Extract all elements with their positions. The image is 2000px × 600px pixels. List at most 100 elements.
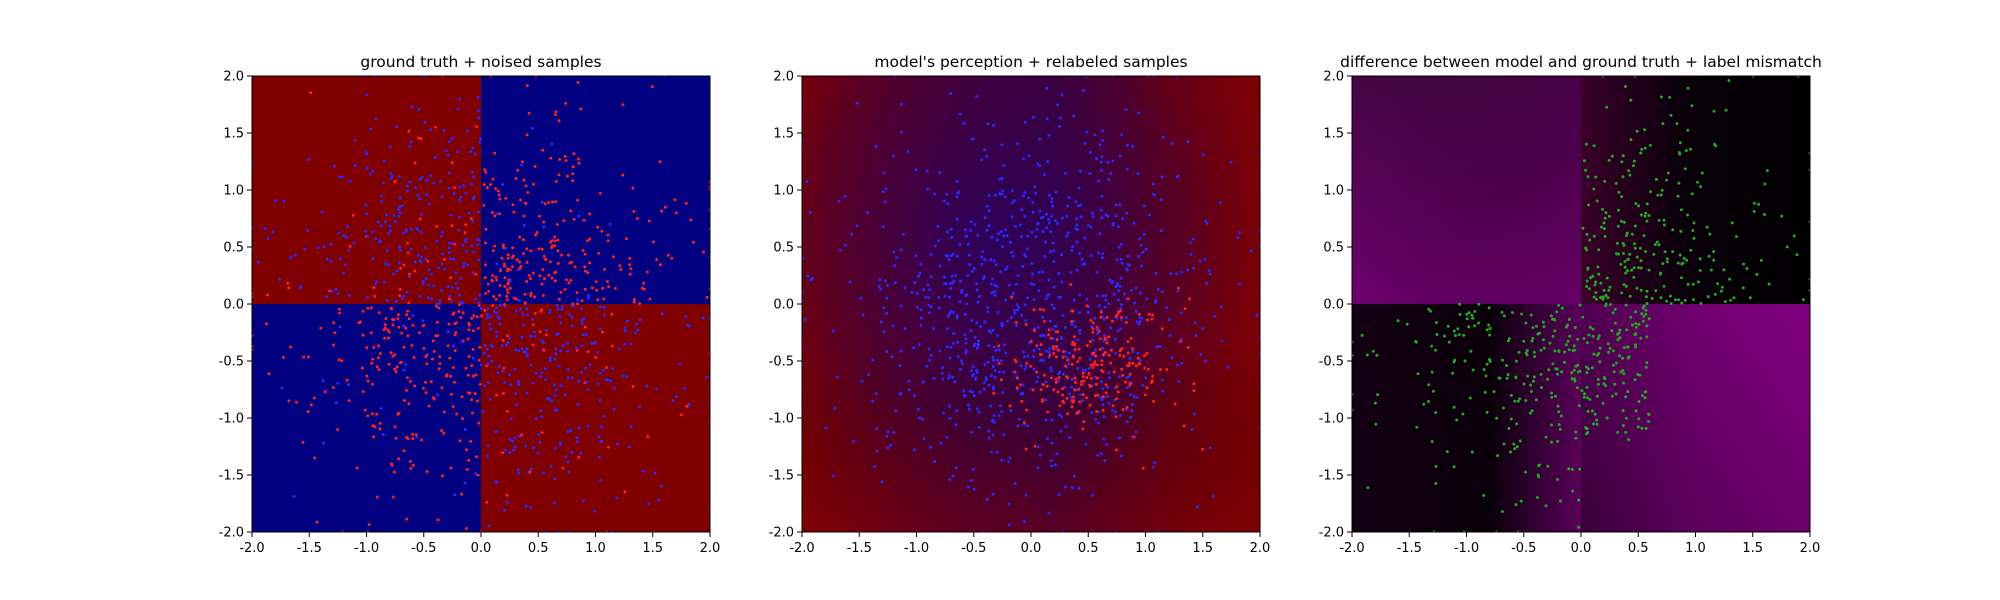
scatter-point <box>477 238 481 242</box>
scatter-point <box>1780 214 1784 218</box>
y-tick-label: 1.0 <box>1323 184 1344 199</box>
scatter-point <box>405 290 409 294</box>
scatter-point <box>1037 289 1041 293</box>
scatter-point <box>1170 142 1174 146</box>
scatter-point <box>939 441 943 445</box>
scatter-point <box>1093 316 1097 320</box>
scatter-point <box>1727 79 1731 82</box>
scatter-point <box>1070 377 1074 381</box>
scatter-point <box>1577 404 1581 408</box>
scatter-point <box>440 234 443 238</box>
scatter-point <box>1205 281 1208 285</box>
scatter-point <box>1616 338 1620 342</box>
scatter-point <box>1576 337 1580 341</box>
scatter-point <box>1040 270 1044 274</box>
scatter-point <box>583 287 587 291</box>
scatter-point <box>1708 232 1712 236</box>
scatter-point <box>583 252 587 256</box>
scatter-point <box>1585 279 1589 283</box>
scatter-point <box>531 271 535 275</box>
scatter-point <box>913 448 917 452</box>
scatter-point <box>889 443 893 447</box>
scatter-point <box>1105 395 1109 399</box>
scatter-point <box>1098 347 1102 351</box>
scatter-point <box>1119 257 1123 261</box>
scatter-point <box>566 430 570 434</box>
y-tick-label: 0.5 <box>1323 241 1344 256</box>
scatter-point <box>419 230 423 234</box>
scatter-point <box>613 386 616 390</box>
scatter-point <box>447 246 451 250</box>
scatter-point <box>1044 418 1048 422</box>
scatter-point <box>628 256 632 260</box>
scatter-point <box>1564 343 1568 347</box>
scatter-point <box>411 463 415 467</box>
scatter-point <box>1099 208 1103 212</box>
scatter-point <box>948 374 951 378</box>
scatter-point <box>503 508 507 512</box>
scatter-point <box>1583 392 1586 396</box>
scatter-point <box>1036 162 1040 166</box>
scatter-point <box>964 234 968 238</box>
scatter-point <box>1151 313 1155 317</box>
scatter-point <box>1145 351 1149 355</box>
scatter-point <box>1509 450 1513 454</box>
scatter-point <box>996 310 1000 314</box>
scatter-point <box>502 391 505 395</box>
scatter-point <box>945 192 949 196</box>
scatter-point <box>402 294 406 298</box>
scatter-point <box>1712 250 1716 253</box>
scatter-point <box>1107 371 1111 375</box>
scatter-point <box>434 334 438 338</box>
scatter-point <box>540 200 544 204</box>
scatter-point <box>1036 375 1040 379</box>
scatter-point <box>966 485 970 489</box>
scatter-point <box>365 212 369 216</box>
scatter-point <box>1114 214 1118 218</box>
scatter-point <box>1640 147 1644 151</box>
scatter-point <box>470 244 474 248</box>
scatter-point <box>494 330 498 334</box>
scatter-point <box>488 397 492 401</box>
scatter-point <box>1255 313 1259 317</box>
scatter-point <box>400 204 404 208</box>
scatter-point <box>545 396 549 400</box>
scatter-point <box>571 172 575 176</box>
scatter-point <box>1014 282 1018 286</box>
scatter-point <box>1620 195 1624 199</box>
y-tick-label: -1.0 <box>1319 412 1344 427</box>
scatter-point <box>446 285 450 288</box>
scatter-point <box>618 264 622 268</box>
scatter-point <box>1229 160 1233 164</box>
scatter-point <box>1712 258 1716 262</box>
scatter-point <box>491 177 495 181</box>
scatter-point <box>1691 229 1695 232</box>
scatter-point <box>1091 330 1095 334</box>
scatter-point <box>454 331 458 334</box>
scatter-point <box>1416 372 1420 376</box>
scatter-point <box>962 121 966 125</box>
scatter-point <box>1567 348 1571 352</box>
x-tick-label: 1.5 <box>1192 541 1213 556</box>
scatter-point <box>555 303 559 307</box>
scatter-point <box>1698 269 1702 272</box>
scatter-point <box>1071 340 1075 344</box>
scatter-point <box>945 345 949 349</box>
quadrant-top-left <box>252 76 481 304</box>
scatter-point <box>1065 234 1069 238</box>
scatter-point <box>1013 370 1017 374</box>
scatter-point <box>439 179 442 183</box>
scatter-point <box>1075 223 1079 227</box>
scatter-point <box>1107 353 1111 357</box>
scatter-point <box>508 438 512 441</box>
scatter-point <box>337 358 341 362</box>
scatter-point <box>658 160 662 164</box>
scatter-point <box>1146 367 1150 371</box>
scatter-point <box>533 311 537 315</box>
scatter-point <box>341 271 345 275</box>
scatter-point <box>1637 204 1641 208</box>
scatter-point <box>1154 271 1158 275</box>
scatter-point <box>1691 282 1695 286</box>
scatter-point <box>882 171 886 175</box>
scatter-point <box>893 281 897 285</box>
